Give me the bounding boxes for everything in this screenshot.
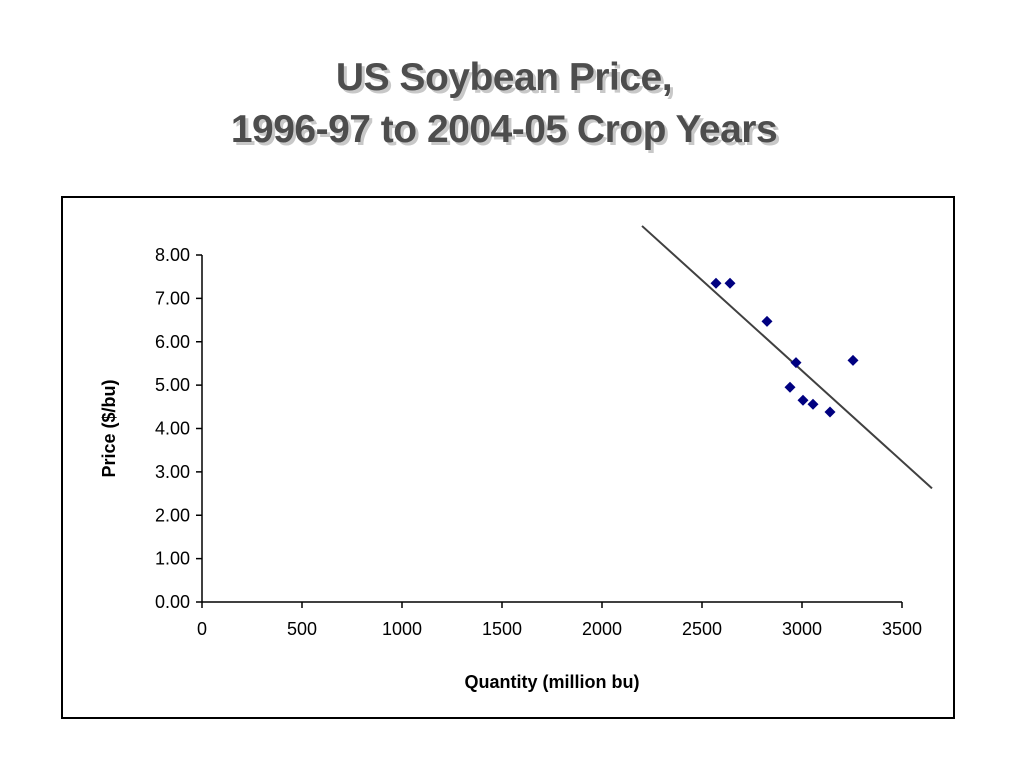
axes: 0.00 1.00 2.00 3.00 4.00 5.00 6.00 7.00 8.00 0 500… — [155, 245, 922, 639]
trendline-layer — [641, 225, 933, 490]
title-line-1: US Soybean Price, — [335, 56, 673, 99]
scatter-chart: 0.00 1.00 2.00 3.00 4.00 5.00 6.00 7.00 8.00 0 500… — [99, 225, 933, 692]
x-tick-label: 500 — [287, 619, 317, 639]
data-point — [847, 354, 859, 366]
x-axis-title: Quantity (million bu) — [465, 672, 640, 692]
y-tick-label: 4.00 — [155, 419, 190, 439]
y-tick-label: 6.00 — [155, 332, 190, 352]
title-line-2: 1996-97 to 2004-05 Crop Years — [230, 108, 778, 151]
y-tick-label: 7.00 — [155, 288, 190, 308]
y-tick-label: 8.00 — [155, 245, 190, 265]
x-tick-label: 1000 — [382, 619, 422, 639]
data-point — [724, 277, 736, 289]
data-point — [824, 406, 836, 418]
chart-frame: 0.00 1.00 2.00 3.00 4.00 5.00 6.00 7.00 8.00 0 500… — [61, 196, 955, 719]
data-points — [710, 277, 859, 418]
x-tick-label: 2000 — [582, 619, 622, 639]
x-tick-label: 2500 — [682, 619, 722, 639]
data-point — [807, 398, 819, 410]
data-point — [797, 394, 809, 406]
trendline — [641, 225, 933, 490]
slide-title: US Soybean Price, 1996-97 to 2004-05 Cro… — [0, 52, 1008, 156]
y-tick-label: 3.00 — [155, 462, 190, 482]
x-tick-label: 3500 — [882, 619, 922, 639]
data-point — [790, 357, 802, 369]
y-tick-label: 1.00 — [155, 549, 190, 569]
x-tick-label: 3000 — [782, 619, 822, 639]
y-tick-label: 2.00 — [155, 505, 190, 525]
y-tick-label: 0.00 — [155, 592, 190, 612]
x-tick-label: 1500 — [482, 619, 522, 639]
data-point — [784, 381, 796, 393]
data-point — [761, 315, 773, 327]
data-point — [710, 277, 722, 289]
y-tick-label: 5.00 — [155, 375, 190, 395]
x-tick-label: 0 — [197, 619, 207, 639]
y-axis-title: Price ($/bu) — [99, 379, 119, 477]
